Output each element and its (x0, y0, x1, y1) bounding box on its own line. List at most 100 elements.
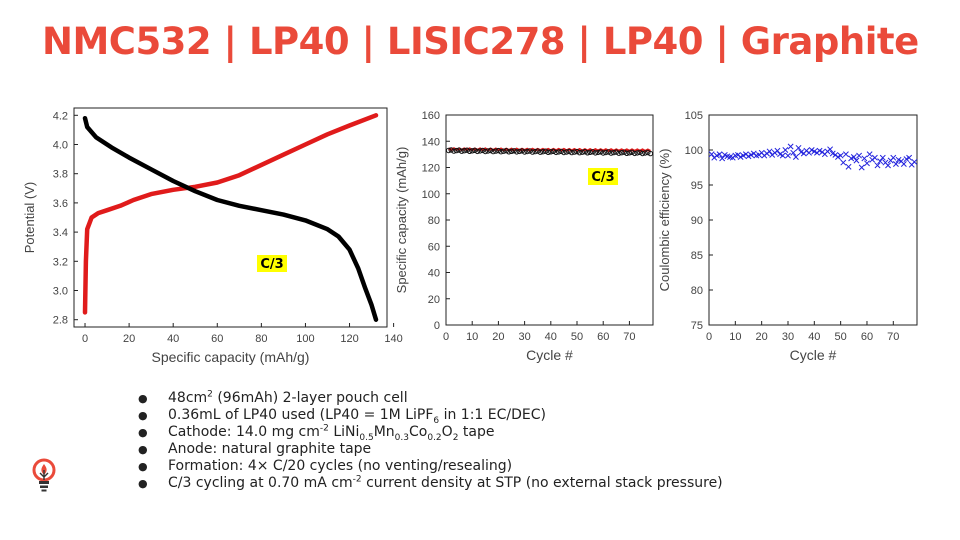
efficiency-point (716, 151, 723, 158)
efficiency-marker-stroke (895, 156, 902, 163)
bullet-text-part: -2 (352, 474, 362, 485)
efficiency-marker-stroke (906, 154, 913, 161)
discharge-capacity-point (545, 149, 551, 156)
efficiency-marker-stroke (864, 160, 870, 167)
discharge-capacity-point (485, 148, 491, 154)
efficiency-marker-stroke (785, 152, 791, 159)
discharge-capacity-point (537, 149, 543, 155)
efficiency-point (719, 155, 726, 162)
discharge-capacity-point (514, 149, 520, 155)
efficiency-marker-stroke (719, 155, 726, 162)
discharge-capacity-point (448, 147, 454, 153)
bullet-text-part: -2 (319, 423, 329, 434)
efficiency-marker-stroke (727, 154, 734, 160)
y-tick-label: 105 (685, 110, 703, 122)
x-tick-label: 100 (296, 333, 314, 345)
efficiency-point (790, 149, 797, 156)
y-tick-label: 20 (428, 294, 440, 306)
discharge-capacity-point (624, 150, 630, 157)
x-tick-label: 20 (492, 331, 504, 343)
efficiency-marker-stroke (845, 163, 852, 170)
x-axis-label: Specific capacity (mAh/g) (152, 349, 310, 365)
discharge-capacity-point (626, 150, 633, 156)
bullet-text-part: O (441, 424, 453, 440)
efficiency-marker-stroke (798, 149, 805, 156)
discharge-capacity-point (647, 150, 654, 157)
discharge-capacity-point (466, 148, 473, 155)
efficiency-point (850, 154, 857, 160)
y-tick-label: 4.0 (53, 140, 68, 152)
discharge-capacity-point (642, 150, 648, 156)
spec-bullet-item: C/3 cycling at 0.70 mA cm-2 current dens… (138, 475, 723, 492)
discharge-capacity-point (542, 148, 549, 154)
efficiency-point (892, 161, 899, 167)
discharge-capacity-point (472, 147, 478, 154)
efficiency-marker-stroke (861, 155, 868, 162)
discharge-capacity-point (495, 147, 502, 154)
spec-bullet-item: Formation: 4× C/20 cycles (no venting/re… (138, 458, 723, 475)
discharge-capacity-point (561, 149, 567, 156)
y-tick-label: 85 (691, 250, 703, 262)
efficiency-point (874, 162, 881, 169)
efficiency-point (779, 152, 786, 159)
efficiency-marker-stroke (858, 164, 865, 171)
chart-1: 0 20 40 60 80 100 120 140 2.8 3.0 3.2 3.4 3.6 3.8 4.0 4… (22, 107, 403, 365)
efficiency-point (890, 154, 897, 161)
discharge-capacity-point (571, 149, 578, 155)
x-tick-label: 30 (782, 331, 794, 343)
discharge-capacity-point (453, 147, 460, 154)
discharge-capacity-point (590, 149, 596, 155)
spec-bullet-item: Anode: natural graphite tape (138, 441, 723, 458)
bullet-text-part: 2 (452, 432, 459, 443)
discharge-capacity-point (639, 150, 646, 157)
discharge-capacity-point (582, 149, 588, 155)
bullet-text-part: 2 (207, 389, 213, 400)
x-tick-label: 120 (340, 333, 358, 345)
efficiency-point (866, 151, 873, 158)
efficiency-point (792, 154, 799, 160)
discharge-capacity-point (558, 148, 564, 155)
discharge-capacity-point (579, 149, 585, 155)
discharge-capacity-point (493, 148, 499, 154)
discharge-capacity-point (553, 149, 559, 156)
efficiency-marker-stroke (879, 154, 886, 161)
x-axis-label: Cycle # (526, 347, 573, 363)
efficiency-marker-stroke (829, 150, 836, 157)
y-tick-label: 80 (691, 285, 703, 297)
discharge-capacity-point (524, 148, 530, 155)
y-tick-label: 3.4 (53, 227, 68, 239)
y-tick-label: 4.2 (53, 110, 68, 122)
y-tick-label: 100 (685, 145, 703, 157)
efficiency-marker-stroke (898, 158, 905, 165)
discharge-capacity-point (532, 148, 538, 155)
efficiency-marker-stroke (790, 149, 797, 156)
discharge-capacity-point (637, 149, 643, 156)
x-tick-label: 140 (384, 333, 402, 345)
efficiency-marker-stroke (874, 162, 881, 169)
discharge-capacity-point (550, 148, 557, 155)
discharge-capacity-point (516, 148, 523, 155)
efficiency-point (885, 162, 891, 169)
efficiency-point (774, 147, 781, 154)
discharge-capacity-point (605, 149, 612, 155)
discharge-capacity-point (540, 149, 546, 155)
discharge-capacity-point (482, 148, 488, 155)
y-tick-label: 0 (434, 320, 440, 332)
y-tick-label: 90 (691, 215, 703, 227)
spec-bullet-list: 48cm2 (96mAh) 2-layer pouch cell0.36mL o… (138, 390, 723, 492)
x-tick-label: 50 (571, 331, 583, 343)
annotation-highlight (257, 255, 287, 272)
efficiency-marker-stroke (827, 146, 834, 153)
efficiency-marker-stroke (724, 153, 731, 160)
efficiency-marker-stroke (721, 151, 728, 158)
discharge-capacity-point (451, 148, 457, 154)
discharge-capacity-point (535, 148, 541, 154)
y-tick-label: 3.0 (53, 286, 68, 298)
spec-bullet-item: 0.36mL of LP40 used (LP40 = 1M LiPF6 in … (138, 407, 723, 425)
plot-frame (708, 114, 918, 326)
y-axis-label: Specific capacity (mAh/g) (394, 147, 409, 294)
efficiency-marker-stroke (892, 161, 899, 167)
annotation-label: C/3 (260, 257, 283, 272)
discharge-capacity-point (608, 150, 614, 156)
y-tick-label: 2.8 (53, 315, 68, 327)
